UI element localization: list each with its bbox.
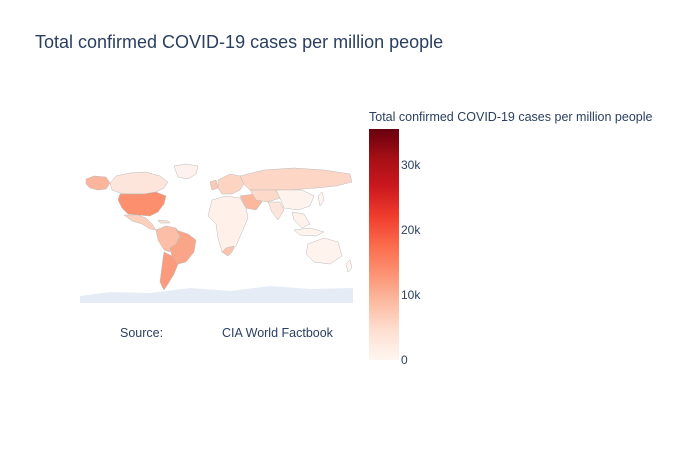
region-canada	[109, 171, 169, 195]
region-alaska	[85, 175, 111, 191]
region-usa	[117, 191, 167, 217]
map-title: Total confirmed COVID-19 cases per milli…	[35, 32, 444, 52]
region-africa	[207, 195, 249, 257]
world-choropleth-map[interactable]	[80, 160, 353, 303]
land-masses	[85, 163, 353, 291]
region-indonesia	[293, 227, 325, 237]
region-central-asia	[249, 189, 281, 203]
colorbar	[369, 129, 399, 360]
source-value: CIA World Factbook	[222, 326, 333, 340]
colorbar-tick-1: 10k	[401, 287, 421, 302]
source-label: Source:	[120, 326, 164, 340]
region-south-africa	[221, 245, 235, 257]
region-india	[267, 201, 285, 221]
region-russia	[239, 167, 353, 191]
region-uk	[209, 179, 219, 191]
region-southern-cone	[159, 251, 179, 291]
colorbar-tick-3: 30k	[401, 157, 421, 172]
region-greenland	[173, 163, 199, 180]
colorbar-title: Total confirmed COVID-19 cases per milli…	[369, 110, 653, 124]
region-europe	[217, 173, 245, 195]
region-antarctica	[80, 286, 353, 303]
region-mexico	[123, 214, 157, 231]
region-japan	[317, 191, 325, 207]
colorbar-tick-0: 0	[401, 353, 408, 367]
colorbar-tick-2: 20k	[401, 222, 421, 237]
region-china	[275, 189, 315, 211]
region-southeast-asia	[291, 211, 311, 229]
colorbar-gradient	[369, 129, 399, 360]
region-australia	[305, 237, 343, 265]
region-caribbean	[157, 219, 171, 224]
region-new-zealand	[345, 259, 353, 273]
